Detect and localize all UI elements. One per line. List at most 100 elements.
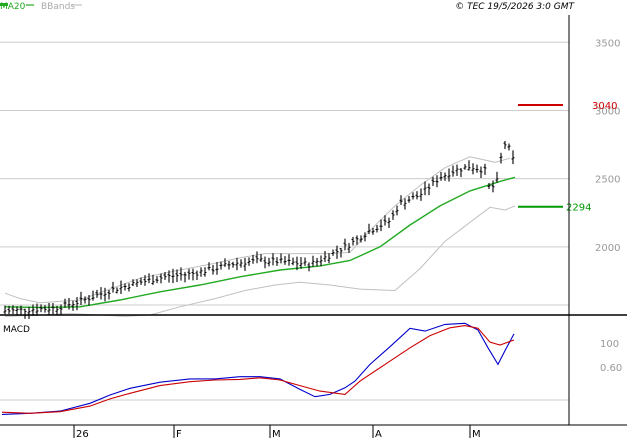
price-bar (371, 227, 375, 235)
price-bar (359, 235, 363, 243)
price-bar (299, 256, 303, 269)
macd-tick-1: 100 (600, 339, 619, 350)
price-bar (323, 251, 327, 262)
price-bar (287, 254, 291, 266)
price-bar (483, 163, 487, 175)
price-bar (247, 257, 251, 266)
price-bar (427, 183, 431, 196)
price-bar (63, 298, 67, 308)
price-bar (447, 168, 451, 182)
price-bar (331, 249, 335, 256)
price-bar (407, 195, 411, 203)
price-bar (183, 271, 187, 283)
price-bar (47, 302, 51, 315)
price-bar (347, 243, 351, 253)
price-bar (11, 305, 15, 315)
price-bar (223, 258, 227, 267)
price-bar (303, 257, 307, 266)
price-bar (199, 267, 203, 277)
x-tick-label: A (375, 429, 382, 440)
price-bar (251, 254, 255, 264)
price-bar (267, 257, 271, 267)
price-bar (463, 164, 467, 170)
price-bar (255, 251, 259, 264)
price-bar (279, 253, 283, 264)
price-bar (423, 181, 427, 196)
price-bar (179, 267, 183, 281)
price-bar (151, 274, 155, 285)
price-bar (343, 238, 347, 251)
price-bar (391, 210, 395, 220)
macd-series (1, 322, 515, 415)
price-bar (411, 192, 415, 200)
price-bar (495, 171, 499, 183)
price-bar (439, 171, 443, 181)
price-bar (103, 287, 107, 302)
price-bar (387, 217, 391, 229)
price-bar (443, 172, 447, 181)
price-series (3, 140, 516, 319)
price-y-tick-label: 3500 (595, 38, 620, 49)
resistance-label: 3040 (592, 101, 617, 112)
price-bar (39, 304, 43, 313)
price-bar (339, 248, 343, 258)
price-bar (459, 168, 463, 178)
ma-legend-label: MA20 (0, 2, 26, 12)
price-bar (119, 280, 123, 295)
price-bar (259, 254, 263, 262)
price-bar (55, 305, 59, 315)
price-y-tick-label: 2500 (595, 175, 620, 186)
price-bar (135, 279, 139, 288)
price-bar (159, 273, 163, 284)
price-bar (91, 290, 95, 301)
price-bar (7, 305, 11, 315)
price-bar (263, 256, 267, 269)
price-bar (167, 270, 171, 283)
price-bar (243, 257, 247, 271)
price-bar (51, 303, 55, 315)
price-bar (219, 261, 223, 270)
price-bar (399, 195, 403, 205)
price-bar (403, 198, 407, 210)
price-bar (499, 152, 503, 164)
macd-tick-2: 0.60 (600, 363, 622, 374)
x-tick-label: F (176, 429, 182, 440)
price-bar (471, 163, 475, 175)
price-bar (187, 268, 191, 280)
price-bar (351, 236, 355, 246)
price-bar (479, 166, 483, 179)
price-bar (99, 287, 103, 300)
price-bar (227, 260, 231, 270)
x-axis: 26 F M A M (73, 425, 481, 440)
price-bar (27, 306, 31, 319)
price-bar (31, 304, 35, 316)
x-tick-label: M (272, 429, 281, 440)
price-bar (83, 296, 87, 304)
price-bar (395, 205, 399, 216)
price-bar (207, 262, 211, 271)
support-label: 2294 (566, 203, 591, 214)
price-bar (75, 297, 79, 311)
price-bar (275, 257, 279, 266)
price-bar (283, 256, 287, 265)
price-bar (239, 259, 243, 268)
bbands-legend-label: BBands (41, 2, 75, 12)
price-bar (175, 269, 179, 283)
price-bar (379, 219, 383, 232)
x-tick-label: M (472, 429, 481, 440)
price-bar (319, 255, 323, 267)
price-bar (235, 257, 239, 271)
x-tick-label: 26 (76, 429, 89, 440)
price-bar (87, 295, 91, 306)
price-y-ticks: 3500 3000 2500 2000 (595, 38, 620, 254)
price-bar (191, 268, 195, 281)
price-bar (487, 182, 491, 190)
price-bar (59, 304, 63, 315)
ma-legend-box (0, 3, 8, 6)
price-bar (155, 276, 159, 284)
price-bar (107, 289, 111, 300)
price-bar (115, 287, 119, 294)
price-bar (503, 140, 507, 150)
price-bar (511, 150, 515, 165)
